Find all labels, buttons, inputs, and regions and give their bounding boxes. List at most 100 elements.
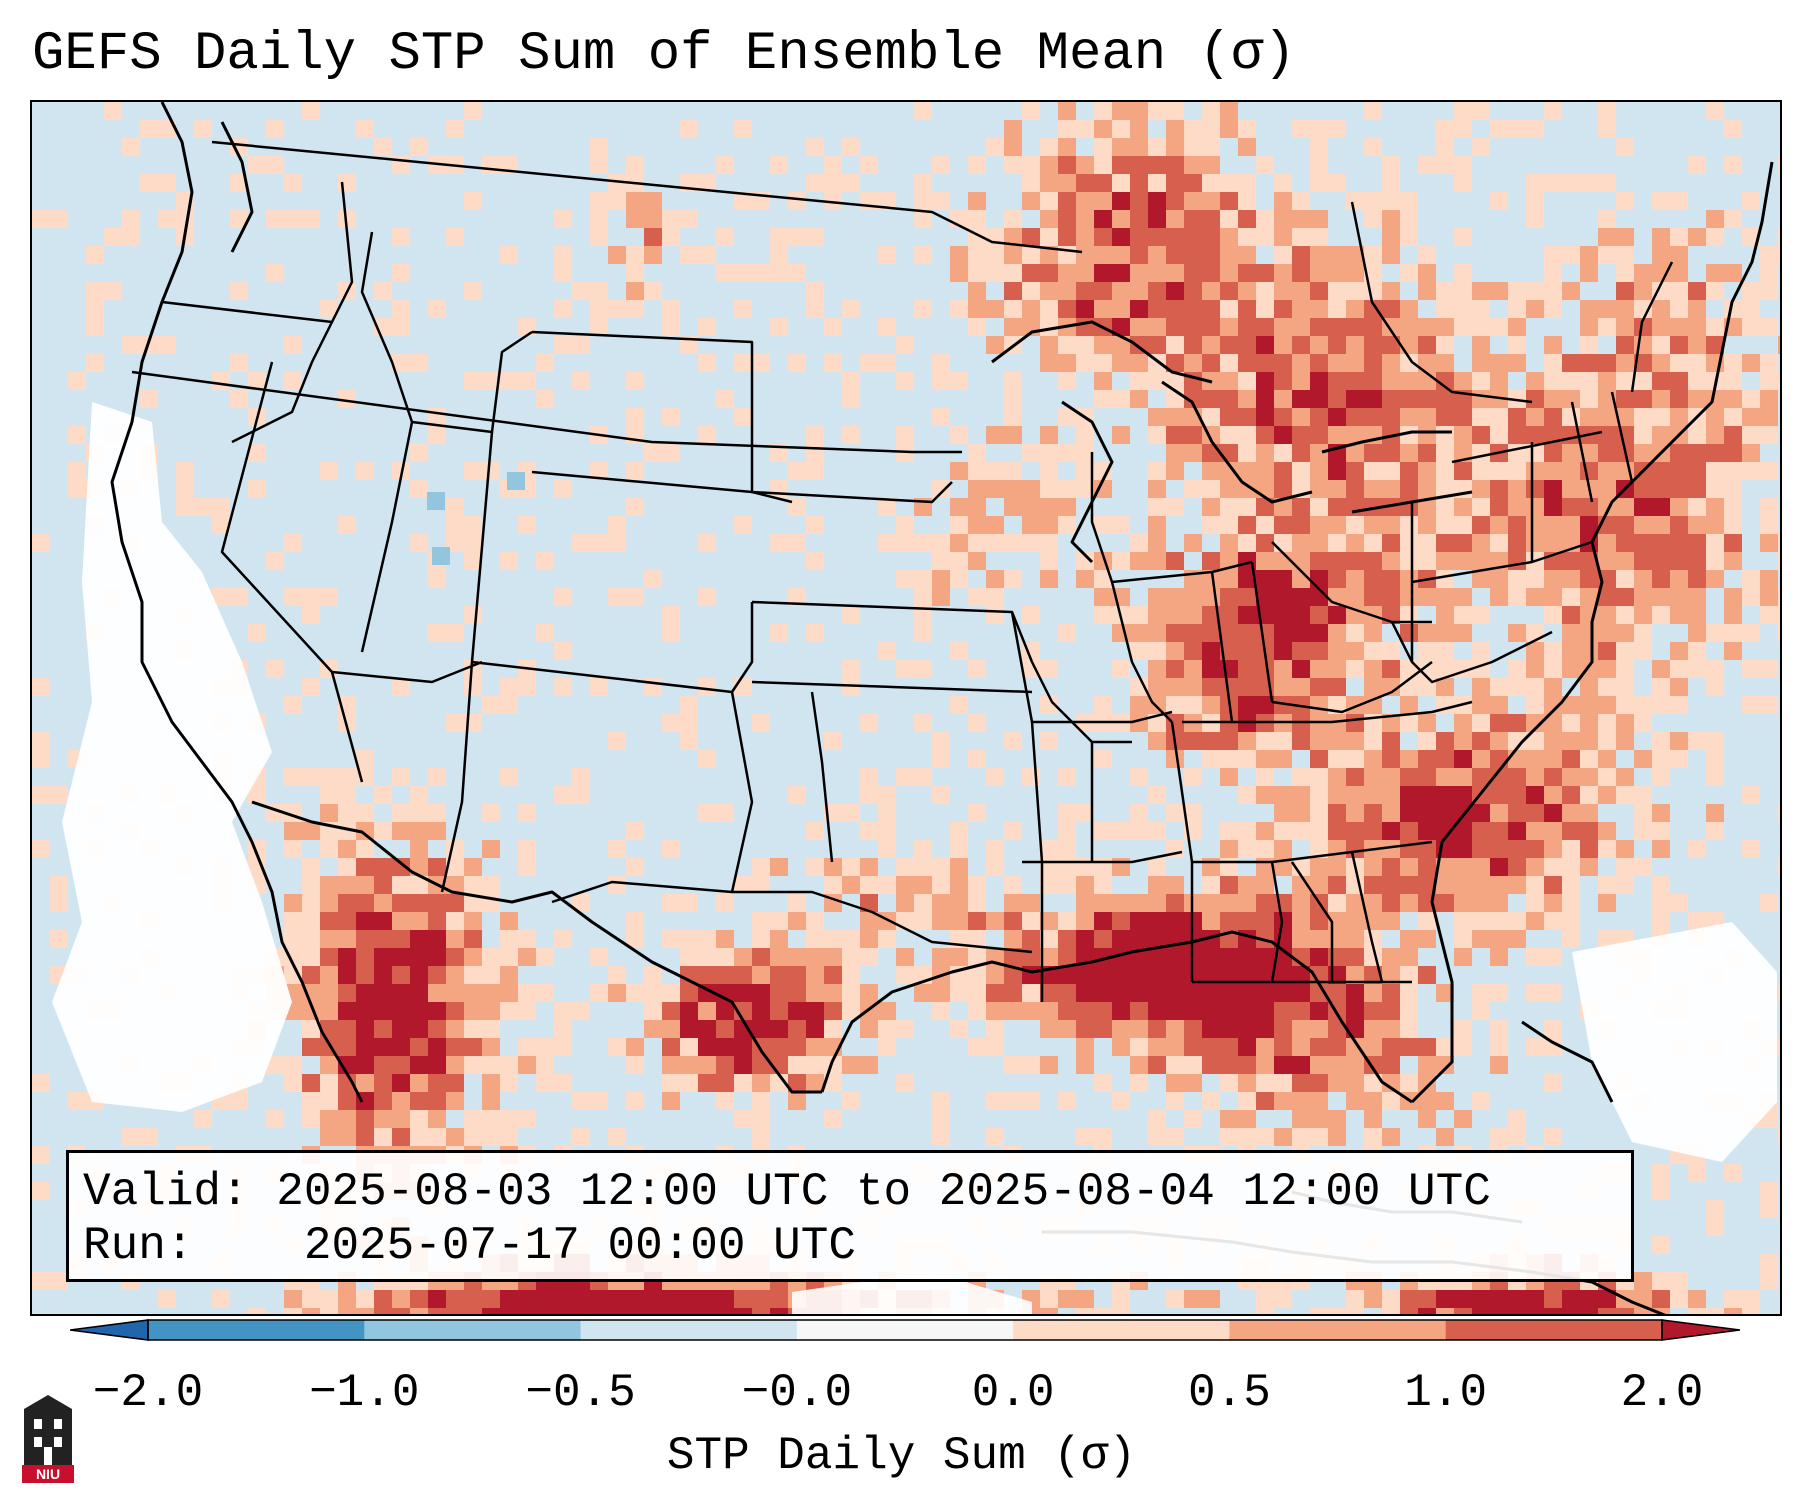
stp-cell — [1364, 588, 1382, 606]
stp-cell — [1166, 138, 1184, 156]
stp-cell — [86, 318, 104, 336]
stp-cell — [1382, 354, 1400, 372]
stp-cell — [698, 930, 716, 948]
stp-cell — [1292, 462, 1310, 480]
stp-cell — [662, 210, 680, 228]
stp-cell — [1094, 1020, 1112, 1038]
stp-cell — [932, 948, 950, 966]
stp-cell — [1256, 1074, 1274, 1092]
stp-cell — [1310, 1074, 1328, 1092]
stp-cell — [392, 1020, 410, 1038]
stp-cell — [770, 534, 788, 552]
stp-cell — [554, 336, 572, 354]
stp-cell — [1634, 498, 1652, 516]
stp-cell — [500, 552, 518, 570]
stp-cell — [1760, 570, 1778, 588]
stp-cell — [1436, 372, 1454, 390]
stp-cell — [1364, 336, 1382, 354]
stp-cell — [428, 1020, 446, 1038]
stp-cell — [914, 624, 932, 642]
stp-cell — [1544, 498, 1562, 516]
stp-cell — [896, 966, 914, 984]
stp-cell — [482, 1110, 500, 1128]
stp-cell — [716, 1056, 734, 1074]
stp-cell — [428, 570, 446, 588]
stp-cell — [788, 984, 806, 1002]
stp-cell — [662, 1002, 680, 1020]
stp-cell — [1544, 372, 1562, 390]
stp-cell — [1166, 318, 1184, 336]
stp-cell — [1022, 246, 1040, 264]
stp-cell — [1580, 696, 1598, 714]
stp-cell — [374, 894, 392, 912]
stp-cell — [1256, 1092, 1274, 1110]
stp-cell — [572, 786, 590, 804]
stp-cell — [1634, 372, 1652, 390]
stp-cell — [896, 534, 914, 552]
stp-cell — [1562, 516, 1580, 534]
stp-cell — [1166, 462, 1184, 480]
stp-cell — [284, 174, 302, 192]
stp-cell — [1634, 444, 1652, 462]
stp-cell — [1508, 876, 1526, 894]
stp-cell — [428, 300, 446, 318]
stp-cell — [1238, 606, 1256, 624]
stp-cell — [1490, 1128, 1508, 1146]
stp-cell — [1292, 1128, 1310, 1146]
stp-cell — [1526, 174, 1544, 192]
stp-cell — [554, 1290, 572, 1308]
stp-cell — [1418, 1308, 1436, 1314]
stp-cell — [734, 408, 752, 426]
stp-cell — [1562, 696, 1580, 714]
stp-cell — [374, 858, 392, 876]
stp-cell — [1382, 390, 1400, 408]
stp-cell — [1670, 318, 1688, 336]
stp-cell — [1184, 1002, 1202, 1020]
stp-cell — [806, 300, 824, 318]
stp-cell — [1256, 1002, 1274, 1020]
stp-cell — [1238, 588, 1256, 606]
stp-cell — [356, 1290, 374, 1308]
stp-cell — [1688, 372, 1706, 390]
stp-cell — [1688, 282, 1706, 300]
stp-cell — [1238, 732, 1256, 750]
stp-cell — [1238, 876, 1256, 894]
stp-cell — [1148, 930, 1166, 948]
stp-cell — [1580, 498, 1598, 516]
stp-cell — [1418, 876, 1436, 894]
stp-cell — [932, 156, 950, 174]
stp-cell — [1400, 390, 1418, 408]
stp-cell — [1112, 156, 1130, 174]
stp-cell — [1436, 318, 1454, 336]
stp-cell — [1310, 948, 1328, 966]
stp-cell — [1616, 354, 1634, 372]
stp-cell — [1580, 822, 1598, 840]
stp-cell — [1670, 642, 1688, 660]
stp-cell — [1400, 1002, 1418, 1020]
stp-cell — [1760, 246, 1778, 264]
stp-cell — [1292, 966, 1310, 984]
stp-cell — [950, 642, 968, 660]
stp-cell — [1742, 786, 1760, 804]
stp-cell — [1670, 516, 1688, 534]
stp-cell — [1130, 1074, 1148, 1092]
stp-cell — [1742, 1308, 1760, 1314]
stp-cell — [1130, 1038, 1148, 1056]
stp-cell — [338, 768, 356, 786]
stp-cell — [1274, 570, 1292, 588]
stp-cell — [446, 966, 464, 984]
stp-cell — [1184, 138, 1202, 156]
stp-cell — [1184, 678, 1202, 696]
stp-cell — [1256, 912, 1274, 930]
stp-cell — [1436, 570, 1454, 588]
stp-cell — [680, 1290, 698, 1308]
stp-cell — [1508, 1128, 1526, 1146]
stp-cell — [1418, 1110, 1436, 1128]
stp-cell — [1256, 444, 1274, 462]
stp-cell — [1454, 768, 1472, 786]
stp-cell — [1598, 930, 1616, 948]
stp-cell — [1274, 804, 1292, 822]
stp-cell — [572, 1092, 590, 1110]
stp-cell — [770, 1290, 788, 1308]
stp-cell — [338, 858, 356, 876]
